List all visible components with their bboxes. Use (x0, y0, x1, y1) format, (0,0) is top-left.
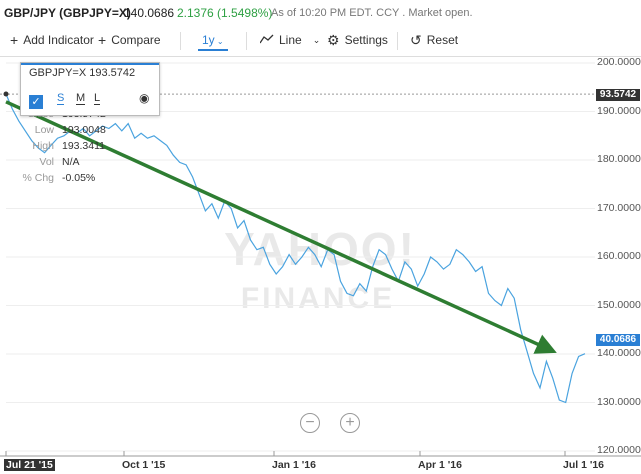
y-tick-label: 180.0000 (597, 153, 641, 165)
range-label: 1y (202, 33, 215, 47)
tooltip-row: % Chg -0.05% (2, 172, 114, 188)
x-tick-label: Apr 1 '16 (418, 459, 462, 471)
tooltip-value: 193.0048 (62, 124, 106, 136)
tooltip-value: N/A (62, 156, 80, 168)
plus-icon: + (98, 32, 107, 48)
line-width-l[interactable]: L (94, 92, 101, 105)
tooltip-key: High (32, 140, 54, 152)
tooltip-key: Low (34, 124, 54, 136)
chart-type-select[interactable]: Line ⌄ (259, 33, 321, 47)
tooltip-value: 193.3411 (62, 140, 106, 152)
y-tick-label: 120.0000 (597, 444, 641, 456)
line-chart-icon (259, 33, 274, 47)
trend-arrow (5, 100, 557, 354)
y-tick-label: 170.0000 (597, 201, 641, 214)
reset-label: Reset (426, 33, 459, 47)
toolbar-divider (397, 32, 398, 50)
y-tick-label: 150.0000 (597, 298, 641, 311)
start-price-tag: 93.5742 (596, 89, 640, 101)
toolbar-divider (246, 32, 247, 50)
tooltip-row: Vol N/A (2, 156, 114, 172)
price-chart[interactable] (0, 56, 641, 474)
x-tick-label: Jul 21 '15 (4, 459, 55, 471)
eye-icon[interactable]: ◉ (139, 91, 150, 105)
current-price-tag: 40.0686 (596, 334, 640, 346)
y-tick-label: 160.0000 (597, 250, 641, 262)
zoom-in-button[interactable]: + (340, 413, 360, 433)
chart-type-label: Line (279, 33, 302, 47)
chart-grid (0, 62, 641, 457)
settings-label: Settings (344, 33, 388, 47)
start-point (3, 91, 9, 97)
line-width-s[interactable]: S (57, 92, 65, 105)
y-tick-label: 130.0000 (597, 395, 641, 408)
tooltip-key: Vol (39, 156, 54, 168)
y-tick-label: 140.0000 (597, 347, 641, 359)
reset-button[interactable]: ↺ Reset (410, 33, 458, 47)
market-status: As of 10:20 PM EDT. CCY . Market open. (271, 7, 473, 19)
toolbar-divider (180, 32, 181, 50)
y-tick-label: 200.0000 (597, 56, 641, 68)
y-tick-label: 190.0000 (597, 104, 641, 117)
popup-accent-bar (21, 63, 159, 65)
tooltip-key: % Chg (22, 172, 54, 184)
price-series-line (5, 93, 586, 404)
tooltip-row: Low 193.0048 (2, 124, 114, 140)
chevron-down-icon: ⌄ (214, 37, 224, 46)
price-change: 2.1376 (1.5498%) (177, 6, 273, 20)
x-tick-label: Oct 1 '15 (122, 459, 166, 471)
tooltip-value: -0.05% (62, 172, 96, 184)
gear-icon: ⚙ (327, 32, 340, 48)
range-select[interactable]: 1y ⌄ (198, 33, 228, 51)
symbol-title: GBP/JPY (GBPJPY=X) (4, 6, 131, 20)
add-indicator-button[interactable]: + Add Indicator (10, 33, 94, 47)
chevron-down-icon: ⌄ (312, 34, 321, 45)
tooltip-row: High 193.3411 (2, 140, 114, 156)
settings-button[interactable]: ⚙ Settings (327, 33, 388, 47)
compare-button[interactable]: + Compare (98, 33, 161, 47)
series-visible-checkbox[interactable]: ✓ (29, 95, 43, 109)
reset-icon: ↺ (410, 32, 422, 48)
line-width-m[interactable]: M (76, 92, 86, 105)
ohlc-tooltip: Close193.5742Low193.0048High193.3411VolN… (2, 108, 114, 188)
add-indicator-label: Add Indicator (23, 33, 94, 47)
popup-title: GBPJPY=X 193.5742 (29, 67, 136, 79)
quote-header: GBP/JPY (GBPJPY=X) 140.0686 2.1376 (1.54… (0, 0, 641, 24)
zoom-out-button[interactable]: − (300, 413, 320, 433)
last-price: 140.0686 (124, 6, 175, 20)
chart-toolbar: + Add Indicator + Compare 1y ⌄ Line ⌄ ⚙ … (0, 26, 641, 57)
compare-label: Compare (111, 33, 161, 47)
plus-icon: + (10, 32, 19, 48)
series-popup: GBPJPY=X 193.5742 ✓ S M L ◉ (20, 62, 160, 116)
x-tick-label: Jul 1 '16 (563, 459, 605, 471)
x-tick-label: Jan 1 '16 (272, 459, 316, 471)
